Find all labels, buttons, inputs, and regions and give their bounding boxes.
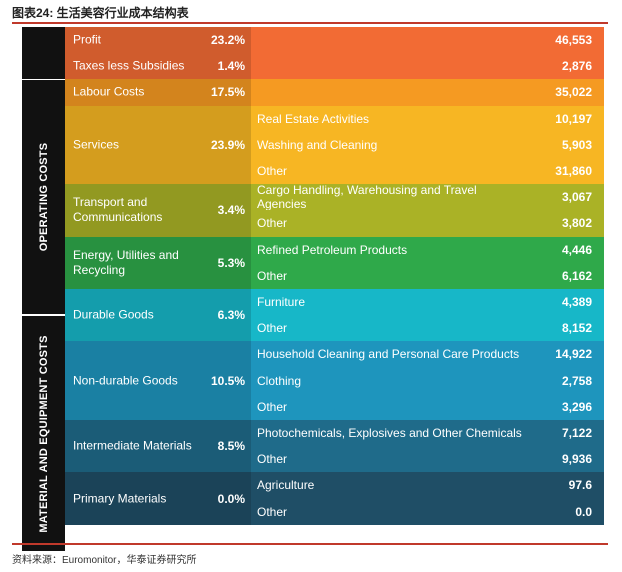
subcategory-value: 6,162 [561,268,592,283]
left-cell-labour-costs: Labour Costs 17.5% [65,79,251,106]
right-row-intermediate-materials-1: Photochemicals, Explosives and Other Che… [251,420,604,447]
category-percent: 23.9% [210,137,245,152]
category-label: Non-durable Goods [73,373,178,388]
right-row-profit-1: 46,553 [251,27,604,54]
right-row-energy-utilities-and-recycling-2: Other 6,162 [251,262,604,289]
right-row-primary-materials-2: Other 0.0 [251,498,604,525]
right-row-services-3: Other 31,860 [251,158,604,185]
left-cell-services: Services 23.9% [65,105,251,185]
subcategory-value: 3,067 [561,190,592,205]
subcategory-label: Other [257,504,288,519]
category-percent: 17.5% [210,85,245,100]
category-label: Energy, Utilities and Recycling [73,247,179,277]
subcategory-label: Household Cleaning and Personal Care Pro… [257,347,520,362]
right-row-intermediate-materials-2: Other 9,936 [251,446,604,473]
category-label: Taxes less Subsidies [73,58,185,73]
sidebar-material: MATERIAL AND EQUIPMENT COSTS [22,316,65,551]
bottom-rule [12,543,608,545]
right-row-energy-utilities-and-recycling-1: Refined Petroleum Products 4,446 [251,236,604,263]
subcategory-value: 35,022 [555,85,592,100]
source-note: 资料来源：Euromonitor，华泰证券研究所 [12,555,197,566]
subcategory-value: 9,936 [561,452,592,467]
right-row-transport-and-communications-1: Cargo Handling, Warehousing and Travel A… [251,183,604,212]
material-costs-label: MATERIAL AND EQUIPMENT COSTS [37,334,50,533]
figure-title: 图表24: 生活美容行业成本结构表 [12,6,189,20]
category-label: Intermediate Materials [73,438,192,453]
subcategory-value: 4,446 [561,242,592,257]
subcategory-value: 4,389 [561,295,592,310]
subcategory-label: Other [257,399,288,414]
left-cell-primary-materials: Primary Materials 0.0% [65,472,251,525]
subcategory-label: Other [257,268,288,283]
category-percent: 0.0% [217,491,245,506]
title-rule [12,22,608,24]
category-label: Labour Costs [73,84,145,99]
left-cell-energy-utilities-and-recycling: Energy, Utilities and Recycling 5.3% [65,236,251,289]
right-row-durable-goods-1: Furniture 4,389 [251,289,604,316]
right-row-transport-and-communications-2: Other 3,802 [251,210,604,237]
left-cell-transport-and-communications: Transport and Communications 3.4% [65,184,251,237]
subcategory-value: 97.6 [568,478,592,493]
left-cell-profit: Profit 23.2% [65,27,251,54]
subcategory-label: Other [257,321,288,336]
subcategory-value: 46,553 [555,33,592,48]
right-row-services-2: Washing and Cleaning 5,903 [251,131,604,158]
left-cell-durable-goods: Durable Goods 6.3% [65,289,251,342]
sidebar-operating: OPERATING COSTS [22,80,65,315]
subcategory-value: 14,922 [555,347,592,362]
category-label: Services [73,137,120,152]
category-percent: 5.3% [217,255,245,270]
subcategory-label: Furniture [257,295,306,310]
right-row-durable-goods-2: Other 8,152 [251,315,604,342]
subcategory-label: Other [257,216,288,231]
category-percent: 10.5% [210,373,245,388]
subcategory-label: Washing and Cleaning [257,137,378,152]
subcategory-label: Agriculture [257,478,315,493]
right-row-labour-costs-1: 35,022 [251,79,604,106]
subcategory-value: 7,122 [561,426,592,441]
subcategory-value: 5,903 [561,137,592,152]
subcategory-value: 10,197 [555,111,592,126]
left-cell-intermediate-materials: Intermediate Materials 8.5% [65,420,251,473]
subcategory-label: Real Estate Activities [257,111,370,126]
category-label: Primary Materials [73,491,167,506]
subcategory-value: 31,860 [555,164,592,179]
category-label: Transport and Communications [73,195,163,225]
category-percent: 8.5% [217,439,245,454]
subcategory-value: 3,296 [561,399,592,414]
category-percent: 6.3% [217,308,245,323]
subcategory-label: Photochemicals, Explosives and Other Che… [257,426,522,441]
sidebar-blank [22,27,65,80]
subcategory-label: Cargo Handling, Warehousing and Travel A… [257,183,477,212]
subcategory-label: Other [257,452,288,467]
right-row-non-durable-goods-1: Household Cleaning and Personal Care Pro… [251,341,604,368]
category-label: Profit [73,32,102,47]
right-row-taxes-less-subsidies-1: 2,876 [251,53,604,80]
left-cell-non-durable-goods: Non-durable Goods 10.5% [65,341,251,420]
subcategory-value: 0.0 [575,504,592,519]
subcategory-label: Refined Petroleum Products [257,242,408,257]
subcategory-label: Clothing [257,373,302,388]
subcategory-value: 3,802 [561,216,592,231]
category-percent: 1.4% [217,59,245,74]
right-row-services-1: Real Estate Activities 10,197 [251,105,604,132]
left-cell-taxes-less-subsidies: Taxes less Subsidies 1.4% [65,53,251,80]
category-label: Durable Goods [73,307,154,322]
right-row-non-durable-goods-2: Clothing 2,758 [251,367,604,394]
subcategory-label: Other [257,164,288,179]
operating-costs-label: OPERATING COSTS [37,143,50,252]
category-percent: 3.4% [217,203,245,218]
subcategory-value: 8,152 [561,321,592,336]
subcategory-value: 2,758 [561,373,592,388]
category-percent: 23.2% [210,33,245,48]
subcategory-value: 2,876 [561,59,592,74]
right-row-primary-materials-1: Agriculture 97.6 [251,472,604,499]
right-row-non-durable-goods-3: Other 3,296 [251,393,604,420]
